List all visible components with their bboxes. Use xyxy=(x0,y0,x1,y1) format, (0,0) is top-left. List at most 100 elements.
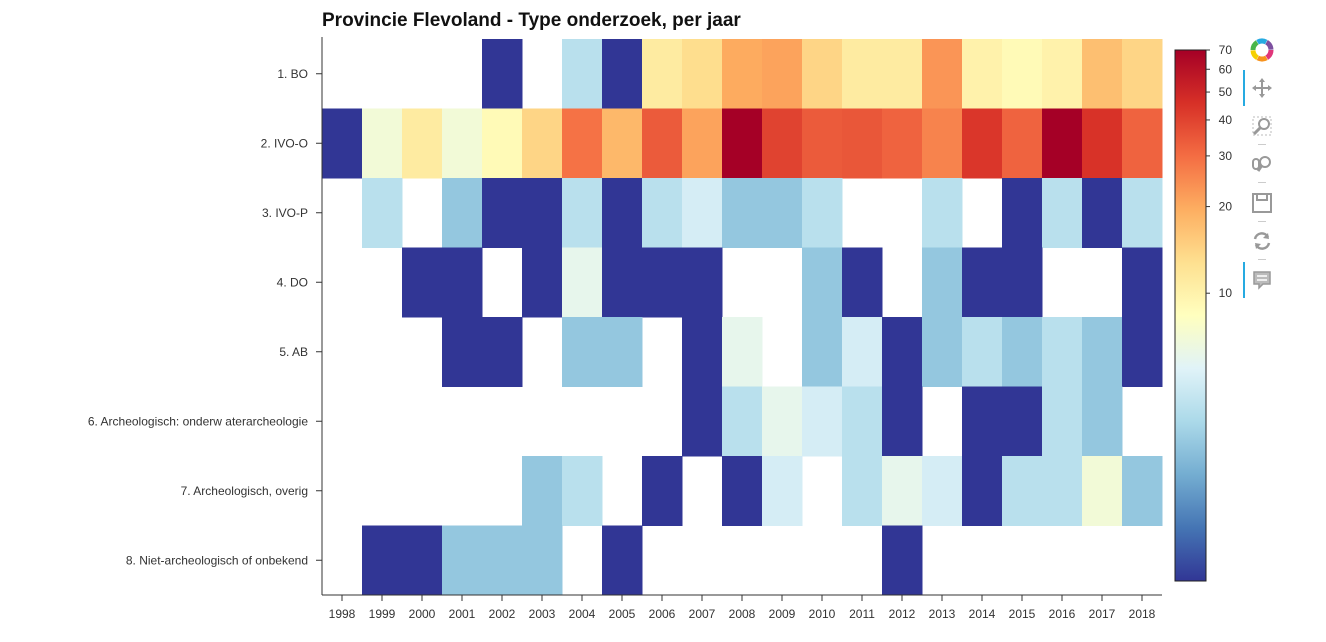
y-tick-label: 1. BO xyxy=(277,67,308,81)
heatmap-cell xyxy=(922,317,963,387)
heatmap-cell xyxy=(1082,178,1123,248)
x-tick-label: 2012 xyxy=(889,607,916,621)
heatmap-cell xyxy=(1002,247,1043,318)
x-tick-label: 2002 xyxy=(489,607,516,621)
heatmap-cells xyxy=(322,39,1163,596)
x-tick-label: 2011 xyxy=(849,607,875,621)
heatmap-cell xyxy=(922,247,963,318)
heatmap-cell xyxy=(922,456,963,526)
heatmap-cell xyxy=(802,39,843,109)
box-zoom-icon[interactable] xyxy=(1250,114,1274,138)
heatmap-cell xyxy=(602,317,643,387)
heatmap-cell xyxy=(762,178,803,248)
heatmap-cell xyxy=(682,178,723,248)
heatmap-cell xyxy=(362,108,403,179)
x-tick-label: 2005 xyxy=(609,607,636,621)
heatmap-cell xyxy=(962,247,1003,318)
colorbar-tick-label: 30 xyxy=(1219,149,1233,163)
heatmap-cell xyxy=(922,108,963,179)
colorbar-tick-label: 10 xyxy=(1219,286,1233,300)
toolbar-separator xyxy=(1258,144,1266,145)
heatmap-cell xyxy=(1122,456,1163,526)
heatmap-cell xyxy=(1002,178,1043,248)
heatmap-cell xyxy=(802,247,843,318)
pan-icon[interactable] xyxy=(1250,76,1274,100)
y-tick-label: 8. Niet-archeologisch of onbekend xyxy=(126,553,308,567)
x-tick-label: 2006 xyxy=(649,607,676,621)
heatmap-cell xyxy=(642,39,683,109)
y-tick-label: 4. DO xyxy=(277,275,308,289)
heatmap-cell xyxy=(1122,317,1163,387)
heatmap-cell xyxy=(722,456,763,526)
x-tick-label: 2013 xyxy=(929,607,956,621)
heatmap-cell xyxy=(482,108,523,179)
heatmap-cell xyxy=(682,247,723,318)
pan-active-indicator xyxy=(1243,70,1245,106)
heatmap-cell xyxy=(562,108,603,179)
heatmap-cell xyxy=(962,386,1003,457)
heatmap-cell xyxy=(1082,456,1123,526)
heatmap-cell xyxy=(762,39,803,109)
heatmap-cell xyxy=(1082,386,1123,457)
wheel-zoom-icon[interactable] xyxy=(1250,152,1274,176)
heatmap-cell xyxy=(482,525,523,596)
heatmap-cell xyxy=(482,178,523,248)
x-tick-label: 2017 xyxy=(1089,607,1116,621)
heatmap-cell xyxy=(482,317,523,387)
heatmap-cell xyxy=(1002,456,1043,526)
heatmap-cell xyxy=(962,456,1003,526)
heatmap-cell xyxy=(802,317,843,387)
heatmap-cell xyxy=(402,108,443,179)
logo-icon[interactable] xyxy=(1250,38,1274,62)
heatmap-cell xyxy=(722,108,763,179)
heatmap-cell xyxy=(522,108,563,179)
heatmap-cell xyxy=(882,456,923,526)
heatmap-cell xyxy=(562,317,603,387)
save-icon[interactable] xyxy=(1250,191,1274,215)
heatmap-cell xyxy=(1042,317,1083,387)
hover-icon[interactable] xyxy=(1250,268,1274,292)
heatmap-cell xyxy=(562,39,603,109)
y-tick-label: 3. IVO-P xyxy=(262,206,308,220)
heatmap-cell xyxy=(802,386,843,457)
y-tick-label: 6. Archeologisch: onderw aterarcheologie xyxy=(88,414,308,428)
heatmap-cell xyxy=(882,317,923,387)
x-tick-label: 2000 xyxy=(409,607,436,621)
heatmap-cell xyxy=(402,247,443,318)
y-tick-label: 2. IVO-O xyxy=(261,136,308,150)
heatmap-cell xyxy=(682,317,723,387)
toolbar-separator xyxy=(1258,221,1266,222)
x-tick-label: 2003 xyxy=(529,607,556,621)
y-tick-label: 5. AB xyxy=(279,345,308,359)
heatmap-cell xyxy=(1082,108,1123,179)
heatmap-cell xyxy=(482,39,523,109)
heatmap-cell xyxy=(722,39,763,109)
heatmap-cell xyxy=(602,108,643,179)
heatmap-cell xyxy=(882,525,923,596)
heatmap-cell xyxy=(442,525,483,596)
heatmap-cell xyxy=(1122,247,1163,318)
colorbar-tick-label: 60 xyxy=(1219,62,1233,76)
heatmap-cell xyxy=(682,108,723,179)
heatmap-cell xyxy=(682,39,723,109)
chart-toolbar xyxy=(1240,36,1286,306)
x-tick-label: 2008 xyxy=(729,607,756,621)
chart-title: Provincie Flevoland - Type onderzoek, pe… xyxy=(322,10,741,31)
heatmap-cell xyxy=(1042,178,1083,248)
colorbar-tick-label: 20 xyxy=(1219,200,1233,214)
heatmap-cell xyxy=(1042,39,1083,109)
reset-icon[interactable] xyxy=(1250,229,1274,253)
heatmap-cell xyxy=(1082,39,1123,109)
heatmap-cell xyxy=(322,108,363,179)
heatmap-cell xyxy=(722,386,763,457)
toolbar-separator xyxy=(1258,182,1266,183)
heatmap-cell xyxy=(362,525,403,596)
x-tick-label: 2018 xyxy=(1129,607,1156,621)
colorbar-tick-label: 50 xyxy=(1219,85,1233,99)
heatmap-cell xyxy=(562,456,603,526)
x-tick-label: 2007 xyxy=(689,607,716,621)
x-tick-label: 2001 xyxy=(449,607,476,621)
heatmap-cell xyxy=(882,39,923,109)
colorbar-tick-label: 40 xyxy=(1219,113,1233,127)
heatmap-cell xyxy=(562,178,603,248)
